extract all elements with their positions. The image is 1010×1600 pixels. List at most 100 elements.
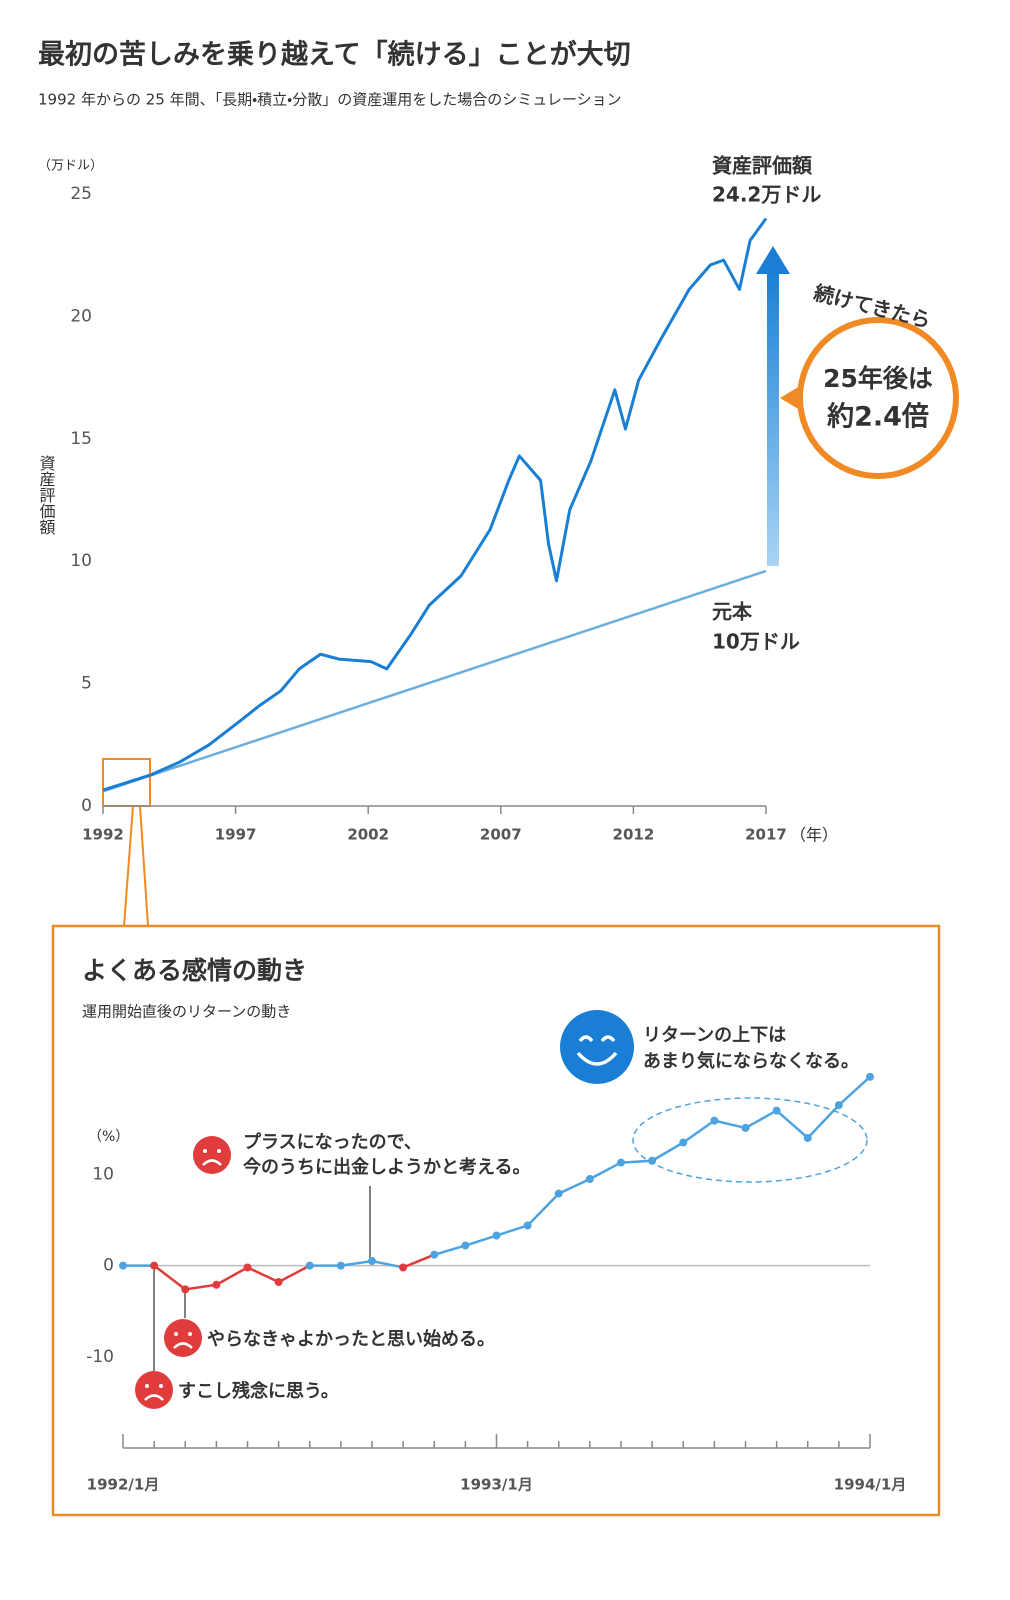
line-segment bbox=[433, 1244, 466, 1256]
y-tick-label: 15 bbox=[70, 429, 92, 449]
line-segment bbox=[278, 1264, 311, 1284]
line-segment bbox=[620, 1159, 653, 1164]
sad-face bbox=[135, 1371, 173, 1409]
annotation: すこし残念に思う。 bbox=[178, 1380, 339, 1402]
line-segment bbox=[153, 1264, 187, 1291]
y-tick-label: 0 bbox=[103, 1256, 114, 1276]
callout-pointer bbox=[780, 386, 800, 410]
series-line bbox=[102, 569, 767, 793]
y-tick-label: 10 bbox=[70, 551, 92, 571]
line-segment bbox=[402, 1253, 435, 1269]
happy-face bbox=[560, 1010, 634, 1084]
y-tick-label: 5 bbox=[81, 674, 92, 694]
callout-line: 25年後は bbox=[823, 364, 933, 393]
calm-region bbox=[632, 1097, 868, 1183]
line-segment bbox=[340, 1259, 373, 1267]
x-tick-label: 2012 bbox=[613, 826, 655, 844]
line-segment bbox=[464, 1234, 497, 1247]
y-axis-label: 資産評価額 bbox=[37, 455, 56, 535]
x-tick-label: 2007 bbox=[480, 826, 522, 844]
data-point bbox=[243, 1263, 252, 1272]
line-segment bbox=[558, 1177, 591, 1195]
plots: 0 5 10 15 20 25 1992 1997 2002 2007 2012 2017 -10 0 10… bbox=[70, 184, 906, 1494]
data-point bbox=[772, 1106, 781, 1115]
zoom-line bbox=[123, 805, 134, 927]
data-point bbox=[181, 1285, 190, 1294]
callout-circle bbox=[797, 317, 959, 479]
line-segment bbox=[589, 1161, 622, 1181]
annotation: あまり気にならなくなる。 bbox=[643, 1050, 859, 1072]
x-tick-label: 2002 bbox=[347, 826, 389, 844]
y-tick-label: 10 bbox=[92, 1164, 114, 1184]
data-point bbox=[336, 1261, 345, 1270]
x-tick-label: 1992 bbox=[82, 826, 124, 844]
line-segment bbox=[838, 1075, 871, 1107]
data-point bbox=[585, 1174, 594, 1183]
data-point bbox=[119, 1261, 127, 1270]
x-unit: （年） bbox=[790, 826, 838, 845]
data-point bbox=[741, 1123, 750, 1132]
annotation: 今のうちに出金しようかと考える。 bbox=[243, 1156, 530, 1178]
title: 最初の苦しみを乗り越えて「続ける」ことが大切 bbox=[38, 39, 631, 71]
sad-face bbox=[164, 1319, 202, 1357]
data-point bbox=[150, 1261, 159, 1270]
y-tick-label: -10 bbox=[86, 1347, 114, 1367]
data-point bbox=[430, 1250, 439, 1259]
data-point bbox=[212, 1280, 221, 1289]
line-segment bbox=[714, 1119, 746, 1130]
asset-amount: 24.2万ドル bbox=[712, 183, 821, 207]
x-tick-label: 2017 bbox=[745, 826, 787, 844]
line-segment bbox=[775, 1109, 809, 1139]
line-segment bbox=[246, 1266, 280, 1284]
callout-line: 約2.4倍 bbox=[826, 402, 929, 433]
annotation: やらなきゃよかったと思い始める。 bbox=[207, 1328, 495, 1350]
y-tick-label: 25 bbox=[70, 184, 92, 204]
panel-title: よくある感情の動き bbox=[82, 956, 307, 985]
line-segment bbox=[806, 1104, 840, 1139]
detail-panel bbox=[51, 924, 941, 1517]
annotation: リターンの上下は bbox=[643, 1025, 786, 1046]
line-segment bbox=[496, 1224, 529, 1237]
line-segment bbox=[185, 1283, 217, 1291]
data-point bbox=[803, 1133, 812, 1142]
data-point bbox=[617, 1158, 625, 1167]
annotation: プラスになったので、 bbox=[243, 1131, 422, 1153]
data-point bbox=[274, 1278, 283, 1287]
data-point bbox=[679, 1138, 688, 1147]
principal-label: 元本 bbox=[712, 600, 753, 624]
data-point bbox=[399, 1263, 408, 1272]
y-tick-label: 0 bbox=[81, 796, 92, 816]
growth-arrow bbox=[767, 270, 779, 566]
data-point bbox=[492, 1231, 501, 1240]
line-segment bbox=[371, 1259, 404, 1269]
data-point bbox=[368, 1257, 376, 1266]
data-point bbox=[461, 1241, 470, 1250]
zoom-line bbox=[139, 805, 149, 927]
data-point bbox=[710, 1116, 719, 1125]
y-unit: （%） bbox=[88, 1129, 129, 1145]
sad-face bbox=[193, 1136, 231, 1174]
series-line bbox=[102, 217, 768, 792]
y-tick-label: 20 bbox=[70, 306, 92, 326]
data-point bbox=[554, 1189, 563, 1198]
panel-subtitle: 運用開始直後のリターンの動き bbox=[82, 1003, 291, 1021]
line-segment bbox=[651, 1141, 684, 1162]
data-point bbox=[648, 1156, 657, 1165]
line-segment bbox=[682, 1119, 716, 1144]
line-segment bbox=[215, 1266, 249, 1286]
subtitle: 1992 年からの 25 年間、「長期・積立・分散」の資産運用をした場合のシミュ… bbox=[38, 91, 622, 109]
line-segment bbox=[744, 1109, 778, 1130]
x-tick-label: 1994/1月 bbox=[834, 1476, 907, 1494]
arrow-head bbox=[756, 246, 790, 274]
asset-label: 資産評価額 bbox=[712, 154, 813, 178]
data-point bbox=[523, 1221, 532, 1230]
y-unit: （万ドル） bbox=[38, 159, 103, 174]
x-tick-label: 1997 bbox=[215, 826, 257, 844]
x-tick-label: 1992/1月 bbox=[87, 1476, 160, 1494]
data-point bbox=[305, 1261, 314, 1270]
principal-amount: 10万ドル bbox=[712, 630, 800, 654]
data-point bbox=[866, 1072, 874, 1081]
x-tick-label: 1993/1月 bbox=[460, 1476, 533, 1494]
data-point bbox=[834, 1101, 843, 1110]
